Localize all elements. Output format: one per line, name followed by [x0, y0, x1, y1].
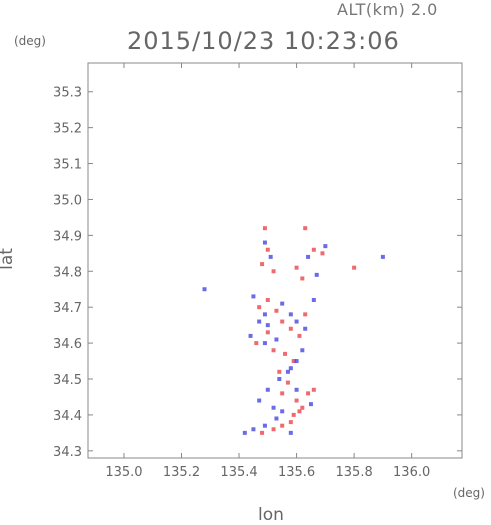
plot-frame — [87, 62, 463, 459]
data-point-negative — [285, 369, 290, 374]
chart-title: 2015/10/23 10:23:06 — [127, 27, 400, 55]
y-tick-label: 34.5 — [53, 373, 82, 388]
data-point-positive — [254, 341, 259, 346]
data-point-positive — [297, 409, 302, 414]
x-axis-unit: (deg) — [453, 486, 485, 500]
data-point-negative — [306, 254, 311, 259]
data-point-positive — [303, 312, 308, 317]
data-point-positive — [265, 298, 270, 302]
data-point-positive — [291, 412, 296, 417]
data-point-negative — [294, 387, 299, 392]
altitude-label: ALT(km) 2.0 — [337, 0, 438, 19]
x-tick-label: 135.8 — [336, 465, 373, 480]
data-point-negative — [308, 402, 313, 407]
data-point-negative — [262, 423, 267, 428]
data-point-positive — [271, 269, 276, 274]
data-point-positive — [285, 380, 290, 385]
data-point-negative — [380, 254, 385, 259]
data-point-positive — [262, 226, 267, 231]
x-tick-label: 135.0 — [105, 465, 142, 480]
data-point-negative — [265, 387, 270, 392]
data-point-positive — [283, 351, 288, 356]
data-point-negative — [280, 409, 285, 414]
y-tick-label: 35.0 — [53, 193, 82, 208]
data-point-positive — [294, 265, 299, 270]
data-point-negative — [248, 333, 253, 338]
data-point-positive — [274, 308, 279, 313]
data-point-positive — [291, 359, 296, 364]
y-tick-label: 34.4 — [53, 409, 82, 424]
data-point-negative — [277, 377, 282, 381]
x-tick-label: 135.2 — [163, 465, 200, 480]
data-point-positive — [271, 427, 276, 432]
data-point-positive — [352, 265, 357, 270]
y-tick-label: 35.2 — [53, 122, 82, 137]
x-axis-label: lon — [258, 505, 284, 525]
x-tick-label: 135.4 — [220, 465, 257, 480]
data-point-negative — [288, 366, 293, 371]
data-points — [202, 226, 385, 435]
data-point-negative — [251, 294, 256, 299]
data-point-negative — [262, 240, 267, 245]
data-point-negative — [274, 337, 279, 342]
y-tick-label: 34.7 — [53, 301, 82, 316]
axis-ticks: 135.0 135.2 135.4 135.6 135.8 136.0 34.3 34.4 34… — [53, 63, 462, 480]
data-point-positive — [303, 226, 308, 231]
data-point-negative — [294, 319, 299, 324]
y-tick-label: 34.3 — [53, 445, 82, 460]
y-tick-label: 35.1 — [53, 158, 82, 173]
data-point-positive — [288, 326, 293, 331]
data-point-negative — [202, 287, 207, 292]
data-point-positive — [260, 262, 265, 267]
data-point-positive — [306, 391, 311, 396]
data-point-positive — [300, 276, 305, 281]
data-point-positive — [257, 305, 262, 310]
data-point-negative — [268, 254, 273, 259]
y-tick-label: 34.9 — [53, 229, 82, 244]
data-point-positive — [294, 398, 299, 403]
data-point-negative — [271, 405, 276, 410]
data-point-negative — [294, 359, 299, 364]
data-point-positive — [260, 430, 265, 435]
data-point-negative — [303, 326, 308, 331]
data-point-negative — [262, 312, 267, 317]
data-point-positive — [288, 420, 293, 425]
x-tick-label: 136.0 — [393, 465, 430, 480]
data-point-positive — [311, 387, 316, 392]
data-point-negative — [262, 341, 267, 346]
data-point-positive — [277, 369, 282, 374]
data-point-positive — [280, 423, 285, 428]
data-point-negative — [274, 416, 279, 421]
data-point-negative — [300, 348, 305, 353]
data-point-positive — [320, 251, 325, 256]
x-tick-label: 135.6 — [278, 465, 315, 480]
data-point-positive — [311, 247, 316, 252]
data-point-negative — [257, 319, 262, 324]
data-point-negative — [288, 312, 293, 317]
data-point-positive — [271, 348, 276, 353]
data-point-negative — [265, 323, 270, 328]
data-point-negative — [314, 272, 319, 277]
data-point-positive — [280, 319, 285, 324]
data-point-negative — [288, 430, 293, 435]
data-point-negative — [242, 430, 247, 435]
data-point-positive — [280, 391, 285, 396]
data-point-positive — [300, 405, 305, 410]
y-tick-label: 35.3 — [53, 86, 82, 101]
y-axis-unit: (deg) — [14, 34, 46, 48]
data-point-positive — [297, 333, 302, 338]
data-point-negative — [323, 244, 328, 249]
data-point-negative — [280, 301, 285, 306]
y-tick-label: 34.8 — [53, 265, 82, 280]
data-point-positive — [265, 247, 270, 252]
data-point-positive — [265, 330, 270, 335]
y-tick-label: 34.6 — [53, 337, 82, 352]
data-point-negative — [311, 298, 316, 302]
data-point-negative — [257, 398, 262, 403]
data-point-negative — [251, 427, 256, 432]
